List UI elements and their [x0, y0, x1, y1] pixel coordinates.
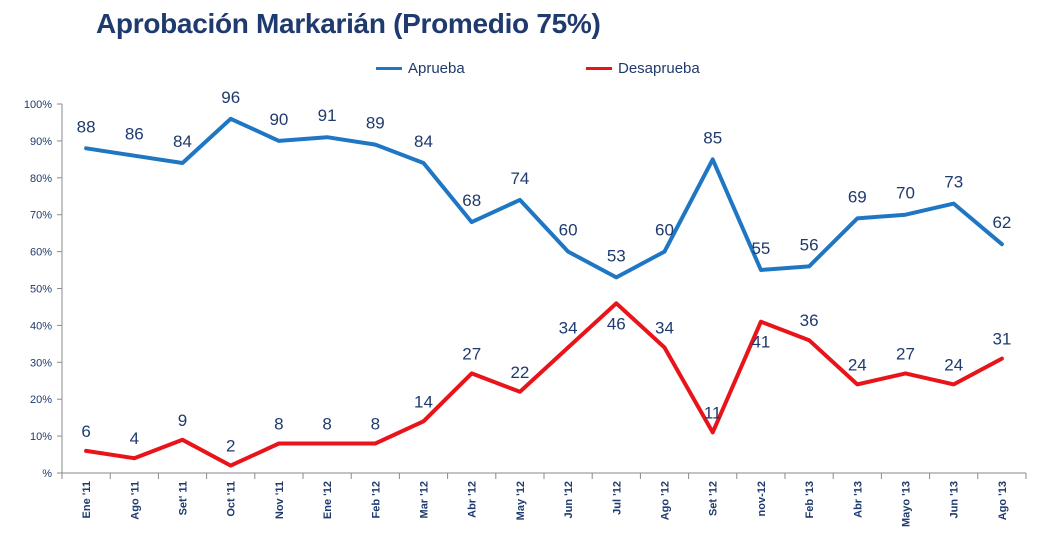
data-label-aprueba: 85 — [703, 128, 722, 147]
data-label-desaprueba: 41 — [751, 333, 770, 352]
y-tick-label: % — [42, 468, 52, 480]
y-tick-label: 60% — [30, 247, 52, 259]
data-label-aprueba: 56 — [800, 235, 819, 254]
data-label-desaprueba: 24 — [944, 355, 963, 374]
data-label-aprueba: 89 — [366, 114, 385, 133]
data-label-aprueba: 70 — [896, 184, 915, 203]
y-tick-label: 90% — [30, 136, 52, 148]
x-tick-label: Nov '11 — [274, 481, 286, 519]
x-tick-label: Jun '13 — [949, 481, 961, 518]
data-label-desaprueba: 4 — [130, 429, 139, 448]
data-label-aprueba: 53 — [607, 246, 626, 265]
y-tick-label: 20% — [30, 394, 52, 406]
data-label-aprueba: 88 — [77, 117, 96, 136]
y-tick-label: 40% — [30, 320, 52, 332]
data-label-aprueba: 60 — [559, 221, 578, 240]
data-label-desaprueba: 8 — [322, 414, 331, 433]
x-tick-label: Set '12 — [708, 481, 720, 516]
data-label-desaprueba: 6 — [81, 422, 90, 441]
x-tick-label: Oct '11 — [226, 481, 238, 517]
data-label-aprueba: 90 — [269, 110, 288, 129]
data-label-aprueba: 60 — [655, 221, 674, 240]
data-label-aprueba: 96 — [221, 88, 240, 107]
data-label-desaprueba: 14 — [414, 392, 433, 411]
legend-swatch-desaprueba — [586, 67, 612, 70]
x-tick-label: Feb '13 — [804, 481, 816, 518]
data-label-desaprueba: 36 — [800, 311, 819, 330]
data-label-desaprueba: 34 — [559, 319, 578, 338]
data-label-aprueba: 91 — [318, 106, 337, 125]
x-tick-label: Ago '11 — [129, 481, 141, 520]
data-label-aprueba: 68 — [462, 191, 481, 210]
x-tick-label: Jun '12 — [563, 481, 575, 518]
data-label-aprueba: 62 — [992, 213, 1011, 232]
x-tick-label: Ago '13 — [997, 481, 1009, 520]
data-label-aprueba: 86 — [125, 125, 144, 144]
x-tick-label: Ene '11 — [81, 481, 93, 518]
x-tick-label: Ene '12 — [322, 481, 334, 519]
y-tick-label: 80% — [30, 173, 52, 185]
x-tick-label: Feb '12 — [370, 481, 382, 518]
y-tick-label: 100% — [24, 99, 52, 111]
data-label-desaprueba: 34 — [655, 319, 674, 338]
data-label-desaprueba: 31 — [992, 330, 1011, 349]
data-label-aprueba: 84 — [173, 132, 192, 151]
series-line-desaprueba — [84, 301, 1004, 468]
x-tick-label: May '12 — [515, 481, 527, 520]
data-label-desaprueba: 27 — [462, 344, 481, 363]
x-tick-label: nov-12 — [756, 481, 768, 516]
data-label-aprueba: 55 — [751, 239, 770, 258]
legend-label-aprueba: Aprueba — [408, 60, 465, 77]
series-line-aprueba — [84, 116, 1004, 280]
data-label-aprueba: 69 — [848, 187, 867, 206]
data-label-desaprueba: 2 — [226, 437, 235, 456]
data-label-desaprueba: 22 — [510, 363, 529, 382]
x-tick-label: Abr '12 — [467, 481, 479, 518]
x-tick-label: Set' 11 — [178, 481, 190, 515]
x-tick-label: Jul '12 — [611, 481, 623, 515]
legend-item-aprueba: Aprueba — [376, 60, 465, 77]
data-label-desaprueba: 27 — [896, 344, 915, 363]
data-label-desaprueba: 11 — [704, 403, 722, 422]
legend-item-desaprueba: Desaprueba — [586, 60, 700, 77]
data-label-desaprueba: 8 — [274, 414, 283, 433]
data-label-aprueba: 73 — [944, 173, 963, 192]
legend-swatch-aprueba — [376, 67, 402, 70]
data-label-aprueba: 74 — [510, 169, 529, 188]
y-tick-label: 10% — [30, 431, 52, 443]
data-label-desaprueba: 8 — [371, 414, 380, 433]
y-tick-label: 30% — [30, 357, 52, 369]
x-tick-label: Mar '12 — [419, 481, 431, 518]
legend-label-desaprueba: Desaprueba — [618, 60, 700, 77]
data-label-desaprueba: 46 — [607, 314, 626, 333]
data-label-desaprueba: 24 — [848, 355, 867, 374]
x-tick-label: Ago '12 — [660, 481, 672, 520]
x-tick-label: Mayo '13 — [901, 481, 913, 527]
legend: Aprueba Desaprueba — [0, 60, 1040, 80]
y-tick-label: 50% — [30, 284, 52, 296]
y-tick-label: 70% — [30, 210, 52, 222]
x-tick-label: Abr '13 — [852, 481, 864, 518]
chart-title: Aprobación Markarián (Promedio 75%) — [96, 8, 601, 39]
data-label-aprueba: 84 — [414, 132, 433, 151]
data-label-desaprueba: 9 — [178, 411, 187, 430]
